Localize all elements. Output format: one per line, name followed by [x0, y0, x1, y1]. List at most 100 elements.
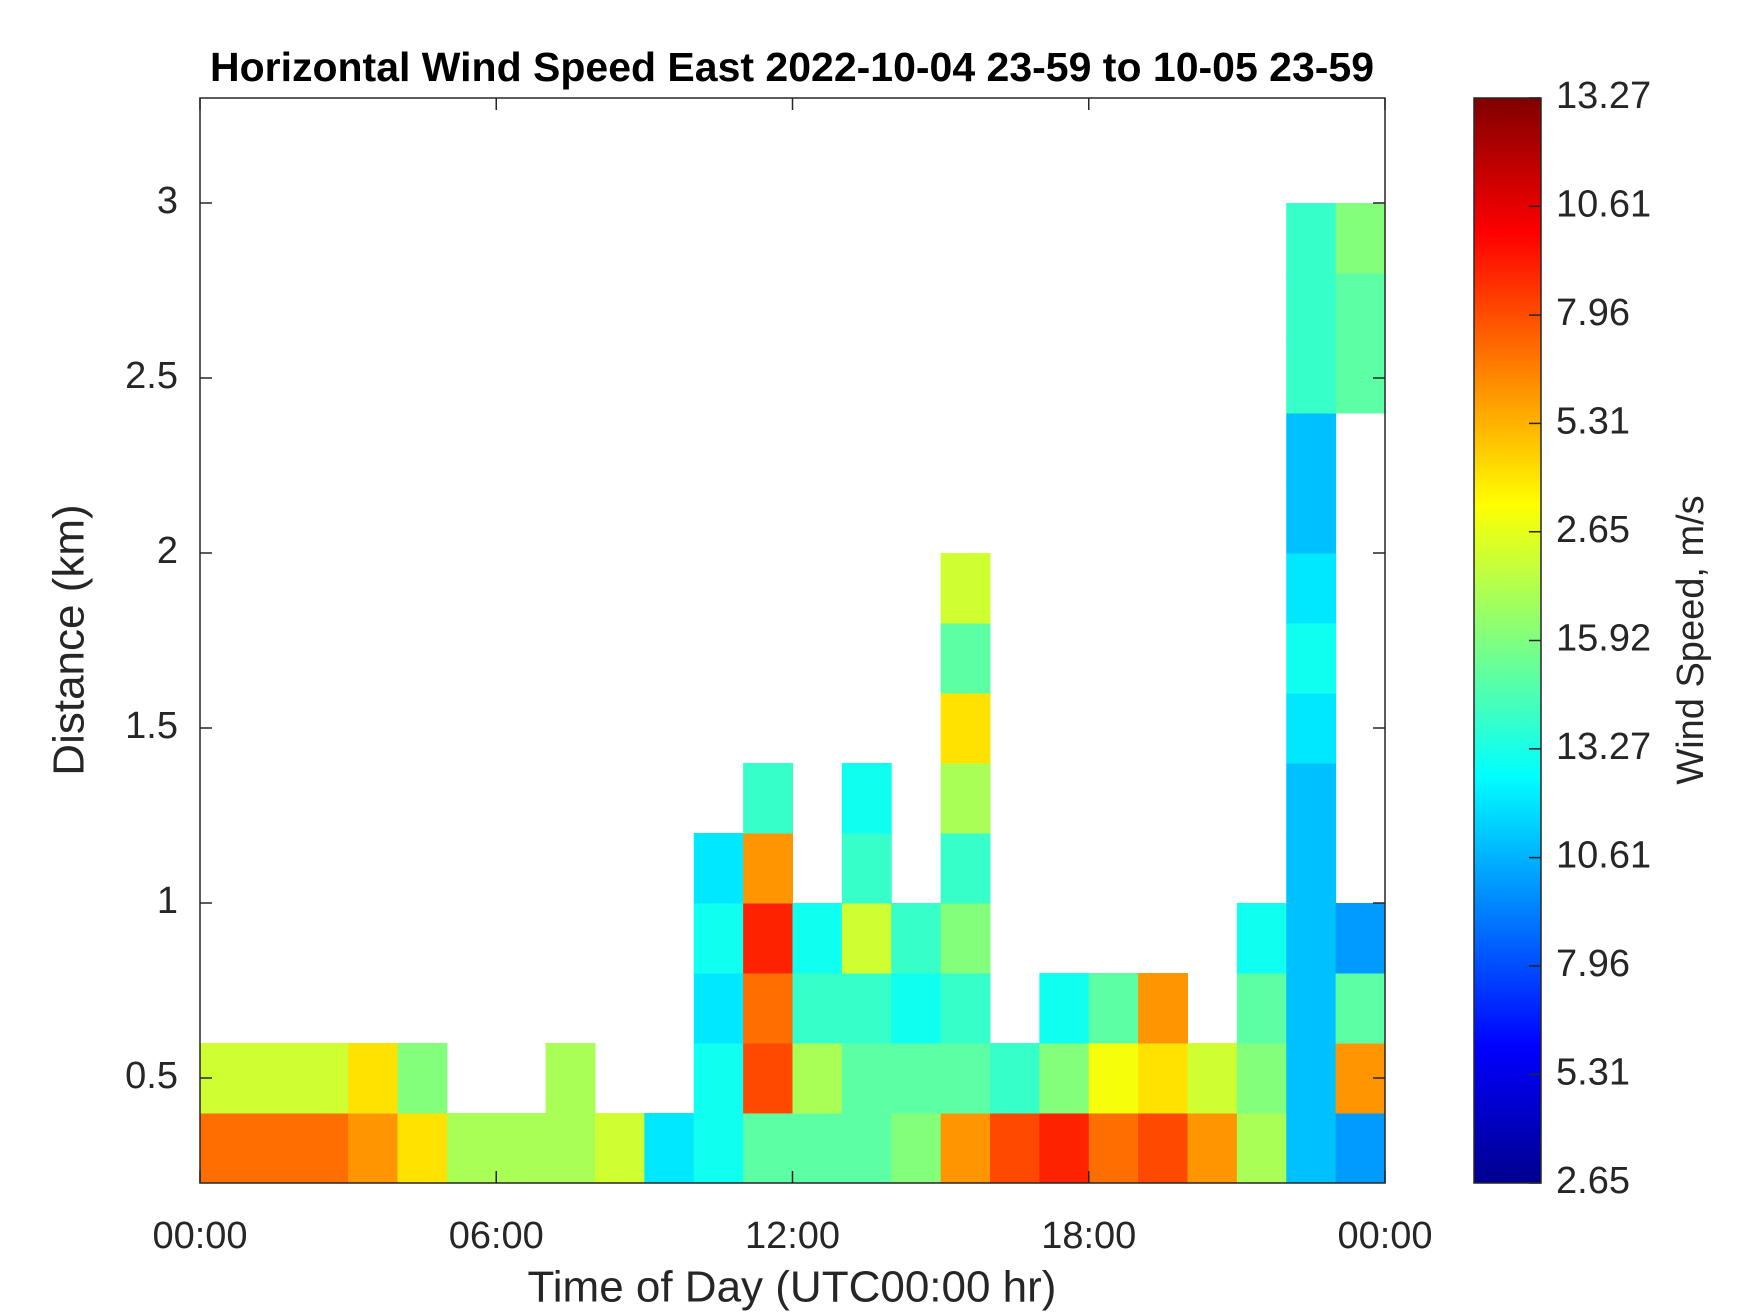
- heat-cell: [940, 1043, 991, 1114]
- heat-cell: [1286, 1043, 1337, 1114]
- heat-cell: [1088, 973, 1139, 1044]
- heat-cell: [792, 1043, 843, 1114]
- heat-cell: [1187, 1043, 1238, 1114]
- heat-cell: [446, 1113, 497, 1184]
- heat-cell: [940, 693, 991, 764]
- heat-cell: [397, 1113, 448, 1184]
- heat-cell: [743, 903, 793, 974]
- heat-cell: [1236, 1113, 1287, 1184]
- heat-cell: [743, 1043, 793, 1114]
- heat-cell: [298, 1043, 349, 1114]
- heat-cell: [1236, 1043, 1287, 1114]
- heat-cell: [1335, 973, 1386, 1044]
- heat-cell: [200, 1113, 250, 1184]
- heat-cell: [595, 1113, 645, 1184]
- heat-cell: [1286, 973, 1337, 1044]
- heat-cell: [644, 1113, 695, 1184]
- x-axis-label: Time of Day (UTC00:00 hr): [528, 1263, 1057, 1312]
- colorbar-tick-label: 13.27: [1556, 726, 1651, 768]
- heat-cell: [940, 833, 991, 904]
- heat-cell: [1138, 973, 1188, 1044]
- heat-cell: [1286, 763, 1337, 834]
- x-tick-label: 18:00: [1041, 1215, 1136, 1257]
- x-tick-label: 00:00: [152, 1215, 247, 1257]
- x-tick-label: 12:00: [745, 1215, 840, 1257]
- colorbar-tick-label: 10.61: [1556, 835, 1651, 877]
- heat-cell: [1286, 203, 1337, 274]
- heat-cell: [940, 1113, 991, 1184]
- heat-cell: [545, 1113, 596, 1184]
- heat-cell: [1236, 973, 1287, 1044]
- heat-cell: [693, 1113, 744, 1184]
- heat-cell: [841, 973, 892, 1044]
- heat-cell: [693, 1043, 744, 1114]
- heat-cell: [792, 903, 843, 974]
- heat-cell: [1286, 1113, 1337, 1184]
- heat-cell: [693, 903, 744, 974]
- heat-cell: [792, 1113, 843, 1184]
- heat-cell: [841, 903, 892, 974]
- heat-cell: [940, 763, 991, 834]
- y-tick-label: 0.5: [125, 1055, 178, 1097]
- x-tick-label: 00:00: [1337, 1215, 1432, 1257]
- colorbar-tick-label: 2.65: [1556, 1160, 1630, 1202]
- heat-cell: [397, 1043, 448, 1114]
- heat-cell: [1138, 1043, 1188, 1114]
- heat-cell: [743, 973, 793, 1044]
- heat-cell: [940, 973, 991, 1044]
- heat-cell: [249, 1043, 300, 1114]
- heat-cell: [743, 763, 793, 834]
- colorbar-tick-label: 5.31: [1556, 400, 1630, 442]
- heat-cell: [1286, 343, 1337, 414]
- heat-cell: [348, 1113, 398, 1184]
- heat-cell: [940, 903, 991, 974]
- heat-cell: [1335, 903, 1386, 974]
- colorbar-tick-label: 10.61: [1556, 183, 1651, 225]
- y-tick-label: 2.5: [125, 355, 178, 397]
- colorbar-tick-label: 7.96: [1556, 292, 1630, 334]
- heat-cell: [891, 1113, 942, 1184]
- y-tick-label: 3: [157, 180, 178, 222]
- heat-cell: [990, 1043, 1040, 1114]
- heat-cell: [841, 1043, 892, 1114]
- y-tick-label: 1: [157, 880, 178, 922]
- heat-cell: [1286, 693, 1337, 764]
- heat-cell: [1138, 1113, 1188, 1184]
- heat-cell: [743, 833, 793, 904]
- colorbar-tick-label: 2.65: [1556, 509, 1630, 551]
- heat-cell: [743, 1113, 793, 1184]
- heat-cell: [1039, 1043, 1090, 1114]
- heat-cell: [249, 1113, 300, 1184]
- colorbar-tick-label: 15.92: [1556, 618, 1651, 660]
- heat-cell: [1039, 1113, 1090, 1184]
- heat-cell: [1335, 1113, 1386, 1184]
- heat-cell: [841, 763, 892, 834]
- y-tick-label: 2: [157, 530, 178, 572]
- heat-cell: [792, 973, 843, 1044]
- heat-cell: [1039, 973, 1090, 1044]
- colorbar-tick-label: 13.27: [1556, 75, 1651, 117]
- heat-cell: [940, 553, 991, 624]
- heat-cell: [1286, 623, 1337, 694]
- heat-cell: [298, 1113, 349, 1184]
- heat-cell: [1286, 833, 1337, 904]
- colorbar-tick-label: 5.31: [1556, 1051, 1630, 1093]
- heat-cell: [1286, 553, 1337, 624]
- heat-cell: [1236, 903, 1287, 974]
- heat-cell: [891, 973, 942, 1044]
- heat-cell: [1286, 903, 1337, 974]
- heat-cell: [1187, 1113, 1238, 1184]
- heat-cell: [841, 833, 892, 904]
- heat-cell: [496, 1113, 547, 1184]
- heat-cell: [891, 903, 942, 974]
- heat-cell: [1335, 273, 1386, 344]
- heat-cell: [990, 1113, 1040, 1184]
- heat-cell: [693, 833, 744, 904]
- heat-cell: [841, 1113, 892, 1184]
- heat-cell: [1286, 413, 1337, 484]
- colorbar-label: Wind Speed, m/s: [1670, 495, 1712, 784]
- heat-cell: [940, 623, 991, 694]
- heat-cell: [693, 973, 744, 1044]
- y-axis-label: Distance (km): [45, 504, 94, 775]
